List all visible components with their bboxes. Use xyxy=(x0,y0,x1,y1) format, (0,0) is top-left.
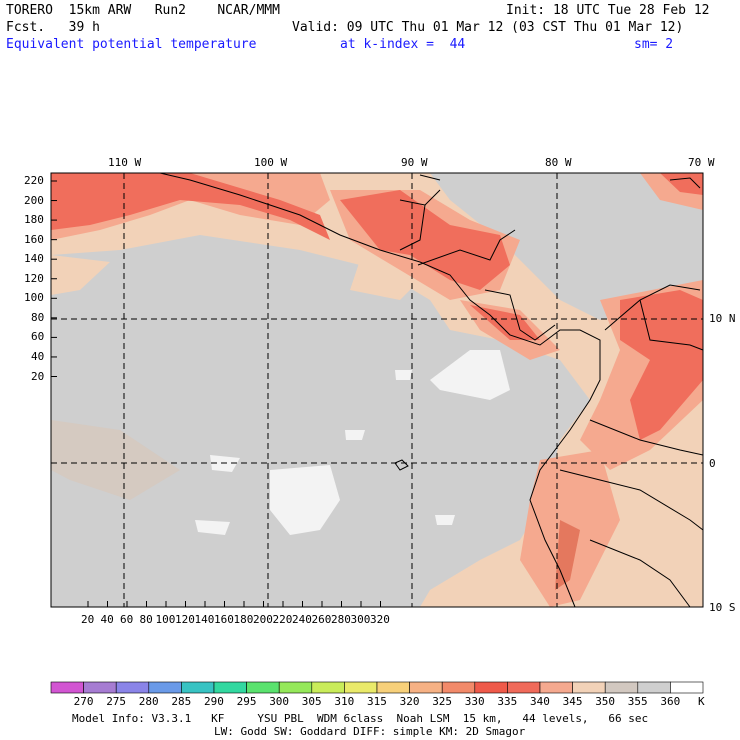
x-tick-label: 100 xyxy=(155,613,176,626)
colorbar-swatch xyxy=(148,681,182,694)
y-axis-ticks xyxy=(51,180,57,377)
x-tick-label: 220 xyxy=(272,613,293,626)
run-title: TORERO 15km ARW Run2 NCAR/MMM xyxy=(6,3,280,18)
colorbar-swatch xyxy=(409,681,443,694)
colorbar-label: 355 xyxy=(627,695,648,708)
lat-label: 10 N xyxy=(709,312,736,325)
x-tick-label: 260 xyxy=(311,613,332,626)
colorbar-label: 275 xyxy=(106,695,127,708)
lon-label: 100 W xyxy=(254,156,288,169)
x-tick-label: 120 xyxy=(175,613,195,626)
colorbar-label: 350 xyxy=(595,695,616,708)
x-tick-label: 160 xyxy=(214,613,234,626)
colorbar-label: 310 xyxy=(334,695,355,708)
y-tick-label: 160 xyxy=(24,232,44,246)
lon-label: 70 W xyxy=(688,156,715,169)
y-tick-label: 20 xyxy=(31,369,45,383)
lon-label: 110 W xyxy=(108,156,142,169)
valid-time: Valid: 09 UTC Thu 01 Mar 12 (03 CST Thu … xyxy=(292,20,684,35)
colorbar-swatch xyxy=(376,681,410,694)
colorbar-swatch xyxy=(604,681,639,694)
y-tick-label: 80 xyxy=(31,310,45,324)
colorbar-label: 290 xyxy=(204,695,224,708)
colorbar-label: 345 xyxy=(562,695,583,708)
plot-frame xyxy=(50,172,704,608)
colorbar-label: 300 xyxy=(269,695,290,708)
colorbar-label: 330 xyxy=(464,695,485,708)
init-time: Init: 18 UTC Tue 28 Feb 12 xyxy=(506,3,710,18)
colorbar-swatch xyxy=(507,681,541,694)
colorbar-swatch xyxy=(311,681,345,694)
x-tick-label: 40 xyxy=(100,613,114,626)
x-tick-label: 320 xyxy=(370,613,390,626)
colorbar-swatch xyxy=(83,681,117,694)
colorbar-unit: K xyxy=(698,695,705,708)
x-tick-label: 140 xyxy=(194,613,215,626)
colorbar-label: 360 xyxy=(660,695,681,708)
y-tick-label: 220 xyxy=(24,174,44,187)
colorbar-label: 325 xyxy=(432,695,453,708)
lon-label: 90 W xyxy=(401,156,428,169)
colorbar-label: 315 xyxy=(367,695,387,708)
field-name: Equivalent potential temperature xyxy=(6,37,257,52)
x-tick-label: 200 xyxy=(253,613,273,626)
colorbar-swatch xyxy=(213,681,247,694)
colorbar-swatch xyxy=(637,681,671,694)
colorbar-swatch xyxy=(670,681,704,694)
colorbar-swatch xyxy=(246,681,280,694)
x-tick-label: 180 xyxy=(233,613,254,626)
x-tick-label: 240 xyxy=(292,613,312,626)
colorbar-label: 335 xyxy=(497,695,518,708)
colorbar xyxy=(50,681,704,694)
colorbar-label: 295 xyxy=(236,695,257,708)
model-info: Model Info: V3.3.1 KF YSU PBL WDM 6class… xyxy=(72,712,649,725)
x-tick-label: 300 xyxy=(350,613,371,626)
x-tick-label: 280 xyxy=(331,613,351,626)
y-tick-label: 60 xyxy=(31,330,45,344)
lat-label: 10 S xyxy=(709,601,736,614)
y-tick-label: 180 xyxy=(24,213,44,227)
colorbar-label: 305 xyxy=(301,695,322,708)
colorbar-label: 280 xyxy=(138,695,159,708)
colorbar-label: 285 xyxy=(171,695,192,708)
x-tick-label: 80 xyxy=(139,613,153,626)
smoothing: sm= 2 xyxy=(634,37,674,52)
colorbar-swatch xyxy=(441,681,476,694)
x-axis-ticks xyxy=(87,601,381,607)
colorbar-swatch xyxy=(115,681,150,694)
x-tick-label: 20 xyxy=(81,613,95,626)
lat-label: 0 xyxy=(709,457,716,470)
colorbar-label: 270 xyxy=(73,695,94,708)
colorbar-swatch xyxy=(539,681,573,694)
y-tick-label: 200 xyxy=(24,193,44,207)
colorbar-label: 320 xyxy=(399,695,420,708)
temperature-field xyxy=(51,173,703,607)
colorbar-label: 340 xyxy=(530,695,550,708)
coastlines xyxy=(159,172,704,608)
colorbar-swatch xyxy=(344,681,378,694)
y-tick-label: 40 xyxy=(31,349,45,363)
colorbar-swatch xyxy=(181,681,215,694)
lon-label: 80 W xyxy=(545,156,572,169)
lat-lon-grid xyxy=(51,173,703,607)
forecast-hour: Fcst. 39 h xyxy=(6,20,100,35)
y-tick-label: 120 xyxy=(24,271,44,285)
y-tick-label: 140 xyxy=(24,252,44,266)
y-tick-label: 100 xyxy=(24,291,44,305)
level-index: at k-index = 44 xyxy=(340,37,466,52)
colorbar-swatch xyxy=(572,681,606,694)
colorbar-swatch xyxy=(474,681,508,694)
physics-info: LW: Godd SW: Goddard DIFF: simple KM: 2D… xyxy=(214,725,526,738)
x-tick-label: 60 xyxy=(120,613,134,626)
colorbar-swatch xyxy=(50,681,84,694)
colorbar-swatch xyxy=(278,681,313,694)
